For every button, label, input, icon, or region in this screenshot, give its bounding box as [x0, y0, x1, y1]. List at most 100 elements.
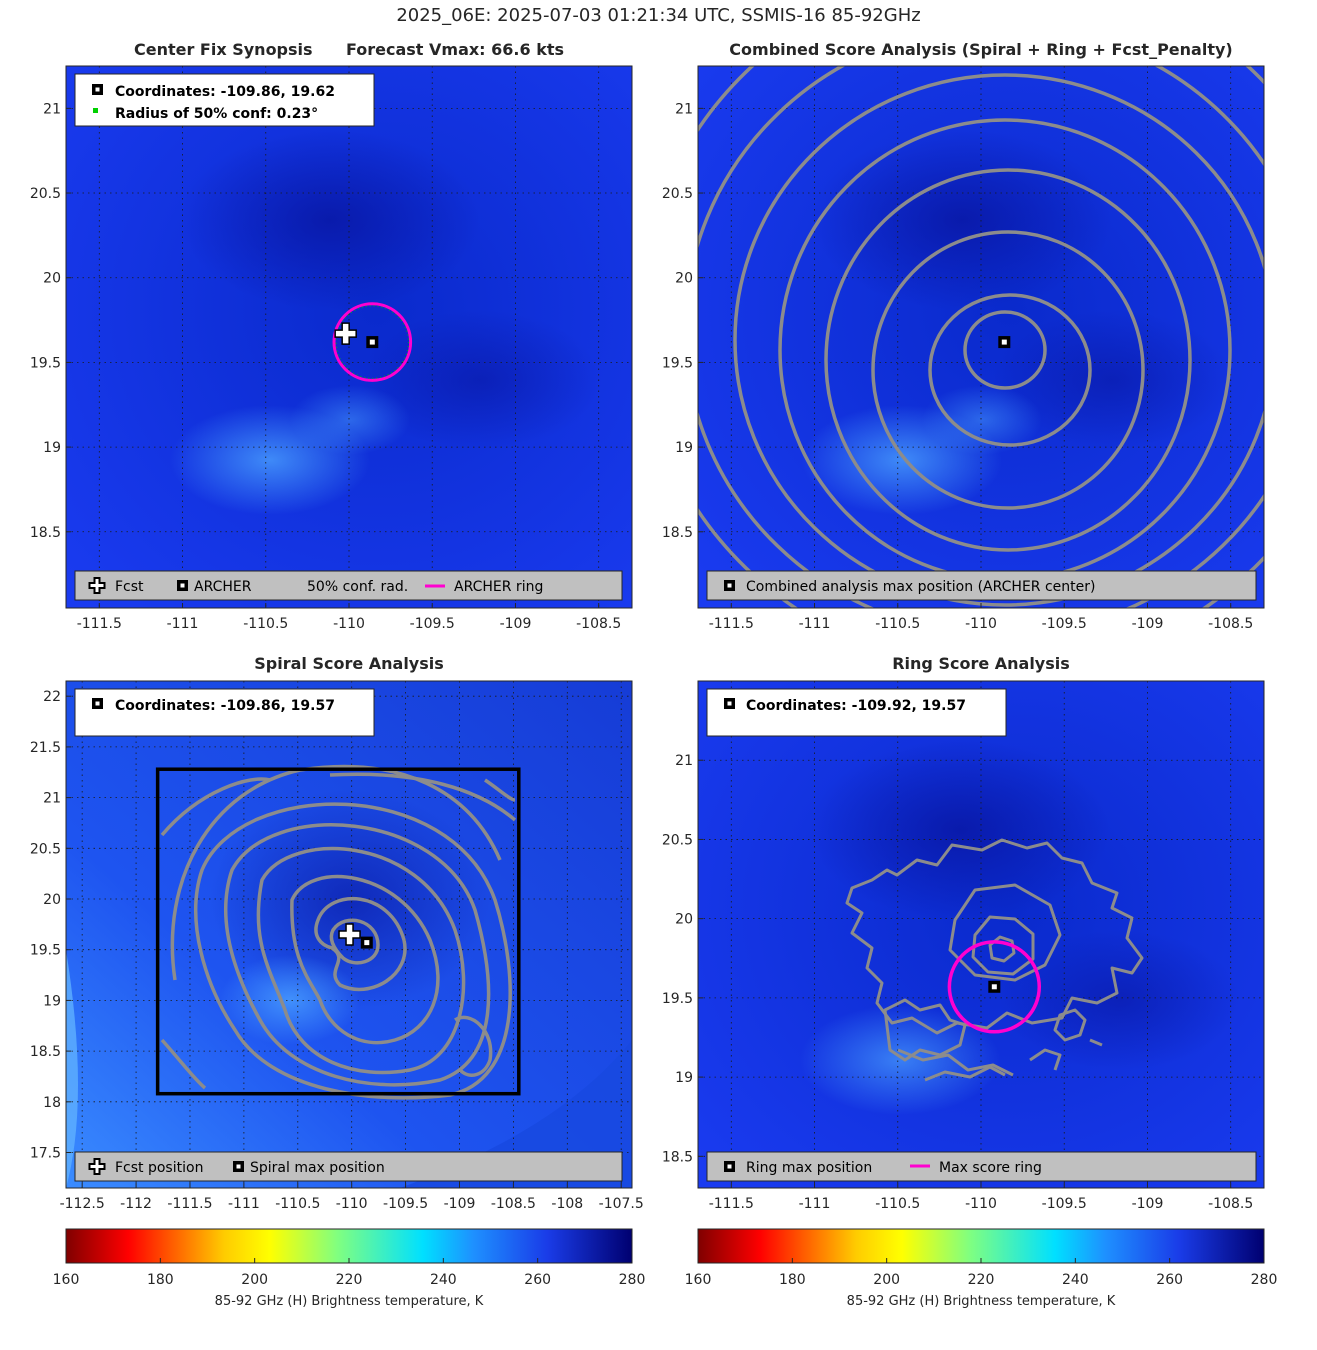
y-tick-label: 22 — [43, 689, 61, 705]
ring-warm-region — [810, 740, 1110, 920]
colorbar-right: 160 180 200 220 240 260 280 85-92 GHz (H) Brig… — [685, 1228, 1277, 1309]
combined-warm-region — [812, 130, 1112, 310]
synopsis-conf-radius: Radius of 50% conf: 0.23° — [115, 106, 318, 122]
spiral-max-legend-icon-core — [236, 1164, 241, 1169]
y-tick-label: 19 — [675, 1070, 693, 1086]
forecast-plus — [334, 322, 357, 345]
ring-center-icon-core — [727, 701, 732, 706]
colorbar-tick-label: 260 — [524, 1272, 551, 1288]
spiral-contour-11 — [454, 1015, 493, 1077]
y-tick-label: 21 — [675, 753, 693, 769]
y-tick-label: 20 — [43, 271, 61, 287]
legend-spiral-max: Spiral max position — [250, 1160, 385, 1176]
synopsis-info-box — [74, 73, 375, 127]
spiral-forecast-plus — [338, 923, 361, 946]
spiral-contour-1 — [329, 918, 380, 965]
combined-contour-6 — [733, 73, 1264, 607]
combined-max-legend-icon-core — [727, 583, 732, 588]
y-tick-label: 19.5 — [30, 943, 61, 959]
synopsis-legend — [74, 570, 623, 601]
x-tick-label: -109 — [1132, 1196, 1164, 1212]
legend-combined-max: Combined analysis max position (ARCHER c… — [746, 579, 1095, 595]
combined-contours — [698, 66, 1264, 608]
colorbar-tick-label: 280 — [619, 1272, 646, 1288]
synopsis-warm-region-2 — [360, 310, 600, 450]
ring-contour-7 — [924, 1065, 1006, 1082]
spiral-contour-8 — [160, 777, 271, 837]
ring-contour-8 — [1053, 1008, 1087, 1042]
combined-contour-4 — [824, 168, 1192, 552]
ring-ticks: -111.5 -111 -110.5 -110 -109.5 -109 -108.5 18.5… — [662, 753, 1253, 1212]
x-tick-label: -111.5 — [709, 1196, 754, 1212]
panel-title-synopsis: Center Fix Synopsis Forecast Vmax: 66.6 … — [66, 40, 632, 59]
x-tick-label: -109.5 — [410, 616, 455, 632]
y-tick-label: 21.5 — [30, 740, 61, 756]
forecast-marker — [334, 322, 357, 345]
synopsis-ticks: -111.5 -111 -110.5 -110 -109.5 -109 -108.5 18.5… — [30, 101, 621, 632]
x-tick-label: -112 — [120, 1196, 152, 1212]
y-tick-label: 20 — [43, 892, 61, 908]
colorbar-tick-label: 260 — [1156, 1272, 1183, 1288]
panel-title-ring: Ring Score Analysis — [892, 654, 1070, 673]
legend-max-score-ring: Max score ring — [939, 1160, 1042, 1176]
spiral-forecast-marker — [338, 923, 361, 946]
ring-max-legend-icon-core — [727, 1164, 732, 1169]
ring-coordinates: Coordinates: -109.92, 19.57 — [746, 698, 966, 714]
figure-title: 2025_06E: 2025-07-03 01:21:34 UTC, SSMIS… — [396, 5, 921, 26]
archer-legend-icon-core — [180, 583, 185, 588]
colorbar-left-gradient — [65, 1228, 633, 1264]
fcst-position-legend-icon — [88, 1158, 106, 1175]
synopsis-cold-region-2 — [290, 385, 410, 455]
y-tick-label: 19 — [43, 440, 61, 456]
ring-contour-5 — [883, 998, 967, 1062]
colorbar-right-gradient — [697, 1228, 1265, 1264]
x-tick-label: -110.5 — [243, 616, 288, 632]
y-tick-label: 19.5 — [662, 355, 693, 371]
x-tick-label: -110 — [965, 616, 997, 632]
x-tick-label: -108.5 — [1208, 616, 1253, 632]
spiral-center-icon-core — [95, 701, 100, 706]
spiral-swath-edge — [66, 950, 78, 1188]
spiral-contour-12 — [160, 1038, 207, 1090]
spiral-coordinates: Coordinates: -109.86, 19.57 — [115, 698, 335, 714]
x-tick-label: -107.5 — [599, 1196, 644, 1212]
y-tick-label: 19.5 — [30, 355, 61, 371]
spiral-info-box — [74, 688, 375, 737]
fcst-legend-icon — [88, 577, 106, 594]
ring-contour-10 — [1089, 1038, 1103, 1047]
y-tick-label: 21 — [43, 101, 61, 117]
forecast-vmax: Forecast Vmax: 66.6 kts — [345, 40, 565, 59]
spiral-axes-frame — [65, 680, 633, 1189]
x-tick-label: -110 — [336, 1196, 368, 1212]
synopsis-title: Center Fix Synopsis — [133, 40, 313, 59]
spiral-swath-edge-2 — [400, 1040, 632, 1188]
spiral-contour-9 — [329, 772, 517, 822]
panel-title-combined: Combined Score Analysis (Spiral + Ring +… — [729, 40, 1233, 59]
x-tick-label: -110.5 — [275, 1196, 320, 1212]
y-tick-label: 20 — [675, 271, 693, 287]
combined-max-square-core — [1001, 339, 1007, 345]
x-tick-label: -108.5 — [576, 616, 621, 632]
x-tick-label: -109.5 — [1042, 1196, 1087, 1212]
x-tick-label: -110.5 — [875, 616, 920, 632]
y-tick-label: 19 — [675, 440, 693, 456]
archer-center-icon-core — [95, 87, 100, 92]
x-tick-label: -110.5 — [875, 1196, 920, 1212]
legend-archer-ring: ARCHER ring — [454, 579, 543, 595]
x-tick-label: -111 — [167, 616, 199, 632]
legend-archer: ARCHER — [194, 579, 252, 595]
spiral-contour-4 — [256, 846, 466, 1075]
y-tick-label: 20 — [675, 912, 693, 928]
spiral-search-box — [155, 767, 521, 1096]
spiral-contour-10 — [484, 778, 516, 802]
conf-radius-circle — [335, 305, 410, 379]
y-tick-label: 17.5 — [30, 1146, 61, 1162]
colorbar-tick-label: 200 — [241, 1272, 268, 1288]
x-tick-label: -111.5 — [77, 616, 122, 632]
y-tick-label: 20.5 — [662, 186, 693, 202]
synopsis-warm-region — [180, 130, 480, 310]
combined-contour-2 — [928, 293, 1092, 447]
legend-fcst: Fcst — [115, 579, 144, 595]
combined-cold-region-2 — [922, 385, 1042, 455]
ring-contour-2 — [971, 915, 1035, 976]
